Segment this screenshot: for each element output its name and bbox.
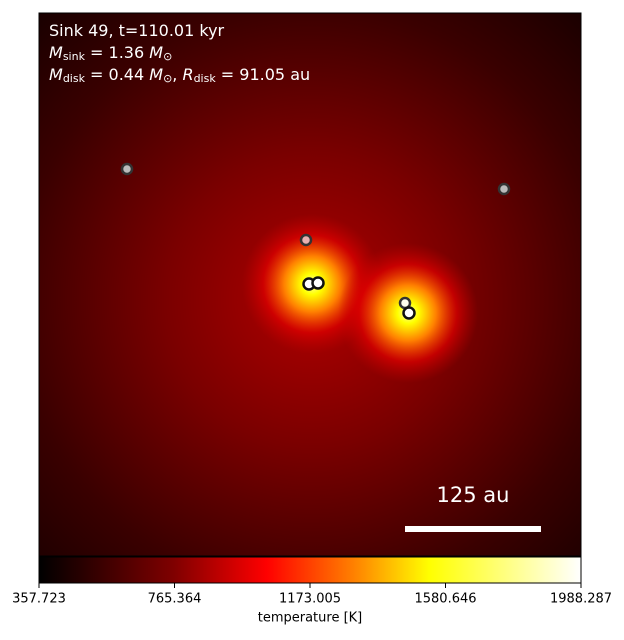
tick-label: 1988.287	[550, 592, 612, 607]
sink	[497, 182, 511, 196]
sinks	[120, 162, 511, 320]
annotation-line: Mdisk​ = 0.44 M⊙​, Rdisk​ = 91.05 au	[49, 65, 310, 86]
text-part: = 91.05 au	[216, 65, 310, 84]
text-part: ,	[172, 65, 182, 84]
tick-label: 357.723	[12, 592, 66, 607]
annotation-line: Msink​ = 1.36 M⊙​	[49, 43, 172, 64]
subscript: ⊙	[163, 72, 172, 85]
tick-label: 1580.646	[414, 592, 476, 607]
text-part: = 0.44	[85, 65, 149, 84]
subscript: ⊙	[163, 50, 172, 63]
text-part: R	[182, 65, 193, 84]
tick-label: 1173.005	[279, 592, 341, 607]
annotation-line: Sink 49, t=110.01 kyr	[49, 21, 225, 40]
text-part: = 1.36	[85, 43, 149, 62]
scale-bar	[405, 526, 541, 532]
subscript: sink	[63, 50, 86, 63]
tick-label: 765.364	[148, 592, 202, 607]
text-part: M	[149, 65, 163, 84]
frame	[38, 12, 582, 557]
annotation: Sink 49, t=110.01 kyr Msink​ = 1.36 M⊙​Md…	[49, 21, 310, 86]
text-part: M	[49, 43, 63, 62]
sink	[299, 233, 313, 247]
colorbar	[38, 556, 582, 584]
text-part: M	[149, 43, 163, 62]
subscript: disk	[63, 72, 86, 85]
sink	[311, 276, 325, 290]
subscript: disk	[194, 72, 217, 85]
scale-bar-label: 125 au	[437, 483, 510, 507]
text-part: Sink 49, t=110.01 kyr	[49, 21, 225, 40]
colorbar-label: temperature [K]	[258, 611, 363, 626]
text-part: M	[49, 65, 63, 84]
sink	[402, 306, 416, 320]
sink	[120, 162, 134, 176]
